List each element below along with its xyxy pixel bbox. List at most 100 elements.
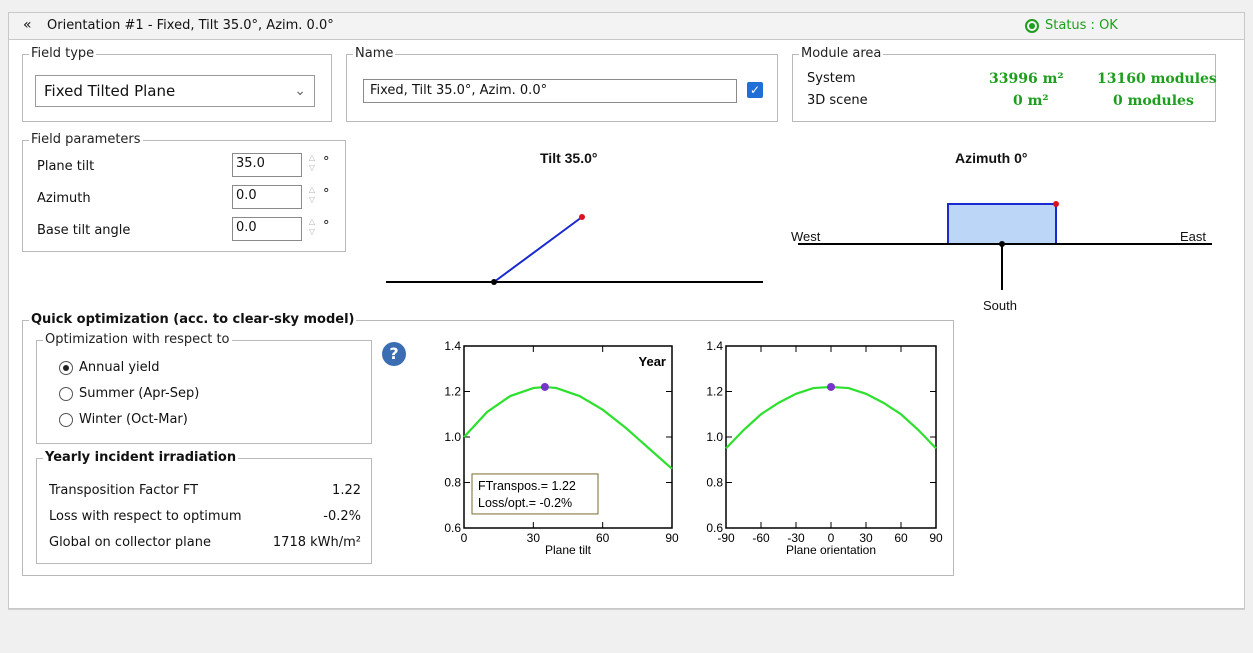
y-tick-label: 1.0 bbox=[706, 430, 723, 444]
base-tilt-label: Base tilt angle bbox=[37, 223, 131, 238]
plane-tilt-spinner[interactable]: △ ▽ bbox=[308, 153, 316, 172]
footer-bar bbox=[8, 609, 1245, 653]
module-area-group: Module area System 33996 m² 13160 module… bbox=[792, 46, 1217, 122]
tilt-plane-line bbox=[493, 216, 583, 283]
plane-tilt-unit: ° bbox=[323, 155, 330, 170]
transposition-value: 1.22 bbox=[332, 483, 361, 498]
status-text: Status : OK bbox=[1045, 18, 1118, 33]
azimuth-spinner[interactable]: △ ▽ bbox=[308, 185, 316, 204]
south-label: South bbox=[983, 298, 1017, 313]
plane-tilt-value: 35.0 bbox=[236, 156, 265, 171]
name-input[interactable]: Fixed, Tilt 35.0°, Azim. 0.0° bbox=[363, 79, 737, 103]
chart-title: Year bbox=[639, 354, 666, 369]
option-winter-label[interactable]: Winter (Oct-Mar) bbox=[79, 412, 188, 427]
annotation-box bbox=[471, 473, 599, 515]
orientation-header[interactable]: « Orientation #1 - Fixed, Tilt 35.0°, Az… bbox=[8, 12, 1245, 40]
option-summer-label[interactable]: Summer (Apr-Sep) bbox=[79, 386, 200, 401]
module-area-legend: Module area bbox=[799, 46, 884, 62]
optimum-marker bbox=[540, 382, 549, 391]
radio-winter[interactable] bbox=[59, 413, 73, 427]
plot-frame bbox=[725, 345, 937, 529]
x-tick-label: 90 bbox=[665, 531, 679, 545]
x-tick-label: 60 bbox=[894, 531, 908, 545]
east-label: East bbox=[1180, 229, 1207, 244]
y-tick-label: 0.8 bbox=[444, 476, 461, 490]
azimuth-tip-dot bbox=[1053, 201, 1059, 207]
x-tick-label: -60 bbox=[752, 531, 770, 545]
field-type-group: Field type Fixed Tilted Plane ⌄ bbox=[22, 46, 332, 122]
loss-value: -0.2% bbox=[323, 509, 361, 524]
tilt-diagram-title: Tilt 35.0° bbox=[540, 150, 598, 166]
plane-tilt-label: Plane tilt bbox=[37, 159, 95, 174]
scene-area: 0 m² bbox=[1013, 93, 1049, 109]
series-line bbox=[463, 385, 673, 470]
system-area: 33996 m² bbox=[989, 71, 1064, 87]
base-tilt-value: 0.0 bbox=[236, 220, 257, 235]
x-tick-label: 60 bbox=[596, 531, 610, 545]
y-tick-label: 0.6 bbox=[706, 521, 723, 535]
chevron-down-icon: ⌄ bbox=[294, 83, 306, 99]
x-tick-label: 30 bbox=[859, 531, 873, 545]
west-label: West bbox=[791, 229, 821, 244]
azimuth-label: Azimuth bbox=[37, 191, 91, 206]
global-value: 1718 kWh/m² bbox=[272, 535, 361, 550]
tilt-pivot-dot bbox=[491, 279, 497, 285]
field-type-select[interactable]: Fixed Tilted Plane ⌄ bbox=[35, 75, 315, 107]
azimuth-center-dot bbox=[999, 241, 1005, 247]
field-params-legend: Field parameters bbox=[29, 132, 143, 148]
azimuth-value: 0.0 bbox=[236, 188, 257, 203]
x-tick-label: -30 bbox=[787, 531, 805, 545]
system-label: System bbox=[807, 71, 856, 86]
yearly-group: Yearly incident irradiation Transpositio… bbox=[36, 450, 372, 564]
x-tick-label: 0 bbox=[461, 531, 468, 545]
y-tick-label: 0.8 bbox=[706, 476, 723, 490]
system-modules: 13160 modules bbox=[1097, 71, 1217, 87]
orientation-optimization-chart: -90 -60 -30 0 30 60 90 0.6 0.8 1.0 1.2 1.4 Plane ori… bbox=[706, 339, 943, 557]
base-tilt-input[interactable]: 0.0 bbox=[232, 217, 302, 241]
option-annual-label[interactable]: Annual yield bbox=[79, 360, 160, 375]
opt-respect-group: Optimization with respect to Annual yiel… bbox=[36, 332, 372, 444]
optimum-marker bbox=[827, 382, 835, 391]
y-tick-label: 0.6 bbox=[444, 521, 461, 535]
annotation-line: Loss/opt.= -0.2% bbox=[478, 496, 572, 510]
azimuth-diagram-title: Azimuth 0° bbox=[955, 150, 1028, 166]
azimuth-unit: ° bbox=[323, 187, 330, 202]
azimuth-input[interactable]: 0.0 bbox=[232, 185, 302, 209]
y-tick-label: 1.2 bbox=[706, 385, 723, 399]
x-tick-label: 0 bbox=[828, 531, 835, 545]
field-type-value: Fixed Tilted Plane bbox=[44, 82, 176, 100]
azimuth-diagram bbox=[798, 201, 1212, 290]
azimuth-box bbox=[947, 203, 1057, 245]
x-tick-label: 90 bbox=[929, 531, 943, 545]
annotation-line: FTranspos.= 1.22 bbox=[478, 479, 576, 493]
tilt-tip-dot bbox=[579, 214, 585, 220]
loss-label: Loss with respect to optimum bbox=[49, 509, 242, 524]
status-ok-icon bbox=[1025, 19, 1039, 33]
radio-summer[interactable] bbox=[59, 387, 73, 401]
quick-opt-legend: Quick optimization (acc. to clear-sky mo… bbox=[29, 312, 357, 328]
question-mark-icon[interactable]: ? bbox=[382, 342, 406, 366]
scene-modules: 0 modules bbox=[1113, 93, 1194, 109]
y-tick-label: 1.0 bbox=[444, 430, 461, 444]
x-tick-label: -90 bbox=[717, 531, 735, 545]
name-group: Name Fixed, Tilt 35.0°, Azim. 0.0° ✓ bbox=[346, 46, 778, 122]
opt-respect-legend: Optimization with respect to bbox=[43, 332, 232, 348]
yearly-legend: Yearly incident irradiation bbox=[43, 450, 239, 466]
quick-opt-group: Quick optimization (acc. to clear-sky mo… bbox=[22, 312, 954, 576]
y-tick-label: 1.2 bbox=[444, 385, 461, 399]
scene-label: 3D scene bbox=[807, 93, 868, 108]
x-axis-label: Plane orientation bbox=[786, 543, 876, 557]
y-tick-label: 1.4 bbox=[444, 339, 461, 353]
name-checkbox[interactable]: ✓ bbox=[747, 82, 763, 98]
radio-annual-yield[interactable] bbox=[59, 361, 73, 375]
double-chevron-down-icon[interactable]: « bbox=[23, 17, 32, 33]
global-label: Global on collector plane bbox=[49, 535, 211, 550]
y-tick-label: 1.4 bbox=[706, 339, 723, 353]
name-legend: Name bbox=[353, 46, 396, 62]
base-tilt-spinner[interactable]: △ ▽ bbox=[308, 217, 316, 236]
tilt-diagram bbox=[386, 214, 763, 285]
x-axis-label: Plane tilt bbox=[545, 543, 592, 557]
transposition-label: Transposition Factor FT bbox=[49, 483, 199, 498]
field-params-group: Field parameters Plane tilt 35.0 △ ▽ ° Az… bbox=[22, 132, 346, 252]
plane-tilt-input[interactable]: 35.0 bbox=[232, 153, 302, 177]
